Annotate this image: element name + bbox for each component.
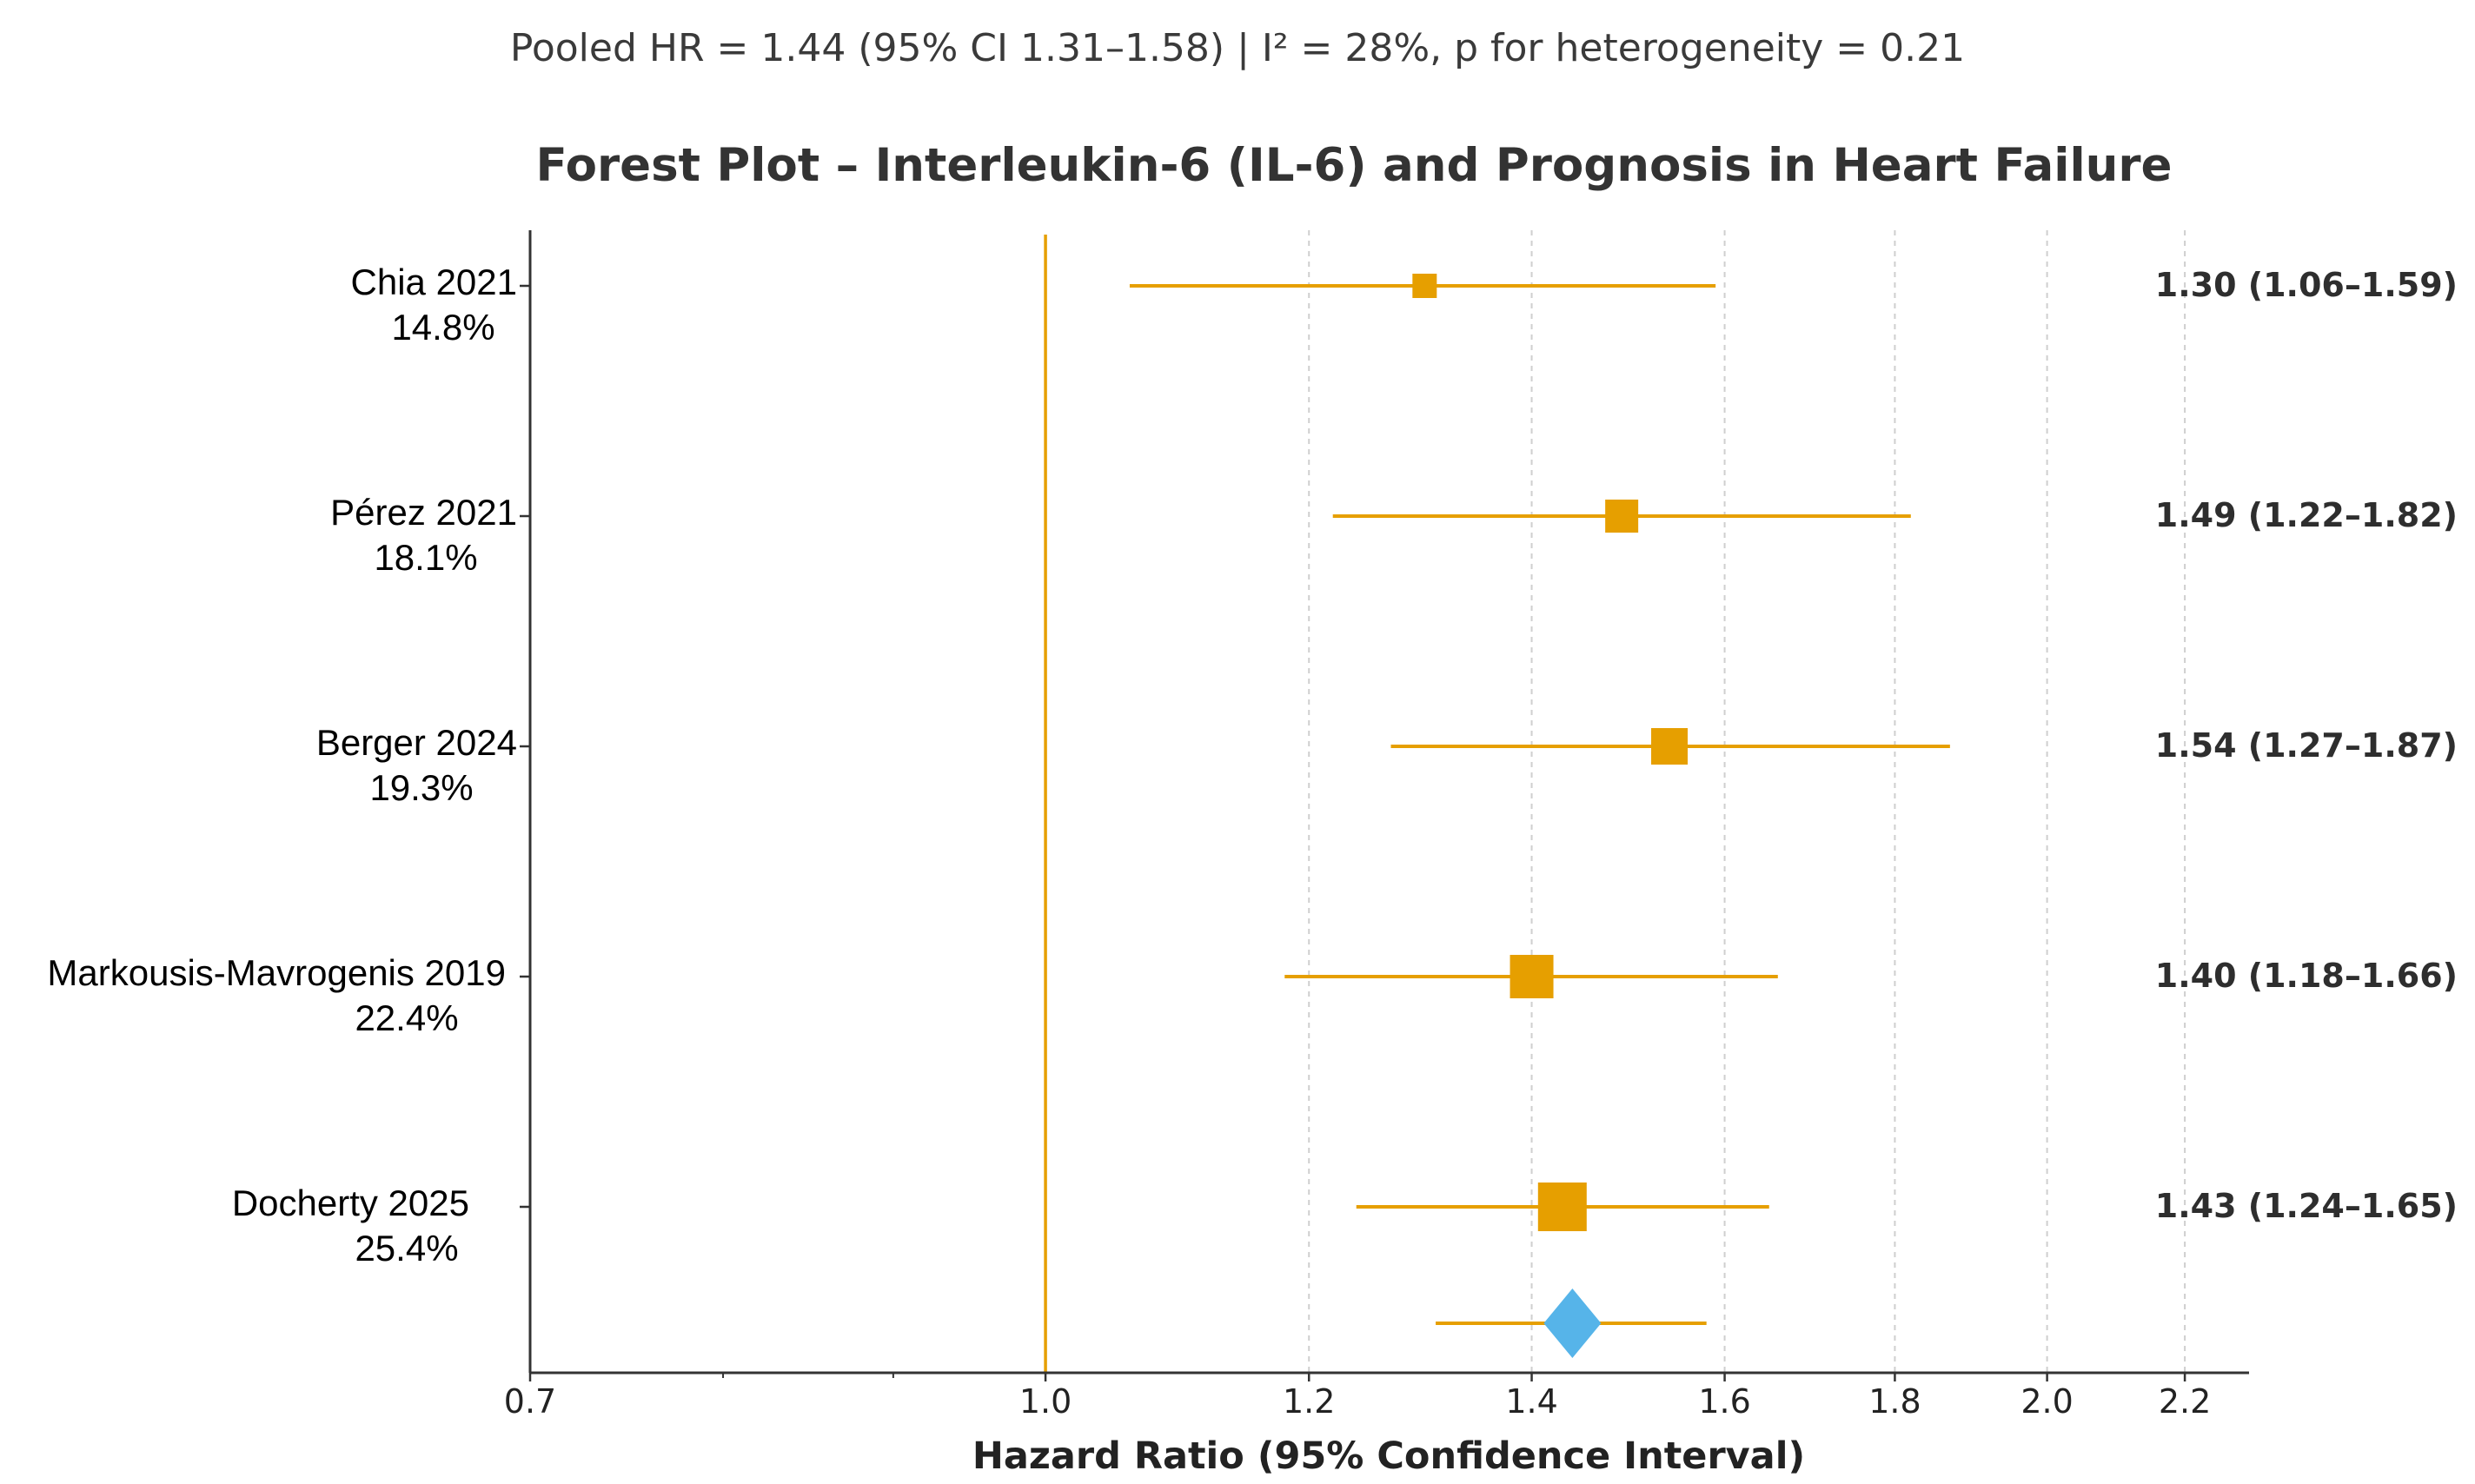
chart-subtitle: Pooled HR = 1.44 (95% CI 1.31–1.58) | I²… — [510, 26, 1965, 70]
estimate-label-1: 1.49 (1.22–1.82) — [2155, 496, 2458, 534]
point-estimate-0 — [1412, 274, 1437, 298]
point-estimate-3 — [1510, 955, 1554, 998]
estimate-label-2: 1.54 (1.27–1.87) — [2155, 726, 2458, 765]
x-tick-label-1: 1.0 — [1019, 1382, 1072, 1421]
study-weight-4: 25.4% — [355, 1228, 458, 1269]
point-estimate-4 — [1537, 1183, 1587, 1231]
x-tick-label-6: 2.0 — [2020, 1382, 2073, 1421]
study-name-1: Pérez 2021 — [330, 492, 517, 533]
x-tick-label-0: 0.7 — [504, 1382, 556, 1421]
x-axis-label: Hazard Ratio (95% Confidence Interval) — [972, 1434, 1805, 1478]
estimate-label-3: 1.40 (1.18–1.66) — [2155, 957, 2458, 995]
pooled-diamond — [1543, 1289, 1602, 1358]
x-tick-label-2: 1.2 — [1283, 1382, 1335, 1421]
study-name-2: Berger 2024 — [316, 722, 517, 763]
study-weight-1: 18.1% — [374, 537, 477, 578]
x-tick-label-5: 1.8 — [1868, 1382, 1921, 1421]
point-estimate-2 — [1651, 728, 1689, 765]
study-weight-0: 14.8% — [391, 307, 494, 348]
x-tick-label-7: 2.2 — [2159, 1382, 2211, 1421]
study-name-4: Docherty 2025 — [232, 1183, 469, 1223]
point-estimate-1 — [1605, 500, 1639, 533]
axes: 0.7 1.0 1.2 1.4 1.6 1.8 2.0 2.2 — [504, 230, 2249, 1421]
gridlines — [1308, 230, 2186, 1373]
study-weight-2: 19.3% — [369, 767, 473, 808]
x-tick-label-3: 1.4 — [1505, 1382, 1557, 1421]
study-labels: Chia 2021 14.8% 1.30 (1.06–1.59) Pérez 2021… — [47, 262, 2458, 1269]
estimate-label-0: 1.30 (1.06–1.59) — [2155, 266, 2458, 304]
x-tick-label-4: 1.6 — [1698, 1382, 1750, 1421]
chart-title: Forest Plot – Interleukin-6 (IL-6) and P… — [536, 139, 2173, 192]
study-marks — [1129, 274, 1950, 1358]
study-weight-3: 22.4% — [355, 997, 458, 1038]
study-name-0: Chia 2021 — [351, 262, 517, 302]
estimate-label-4: 1.43 (1.24–1.65) — [2155, 1187, 2458, 1225]
study-name-3: Markousis-Mavrogenis 2019 — [47, 952, 506, 993]
